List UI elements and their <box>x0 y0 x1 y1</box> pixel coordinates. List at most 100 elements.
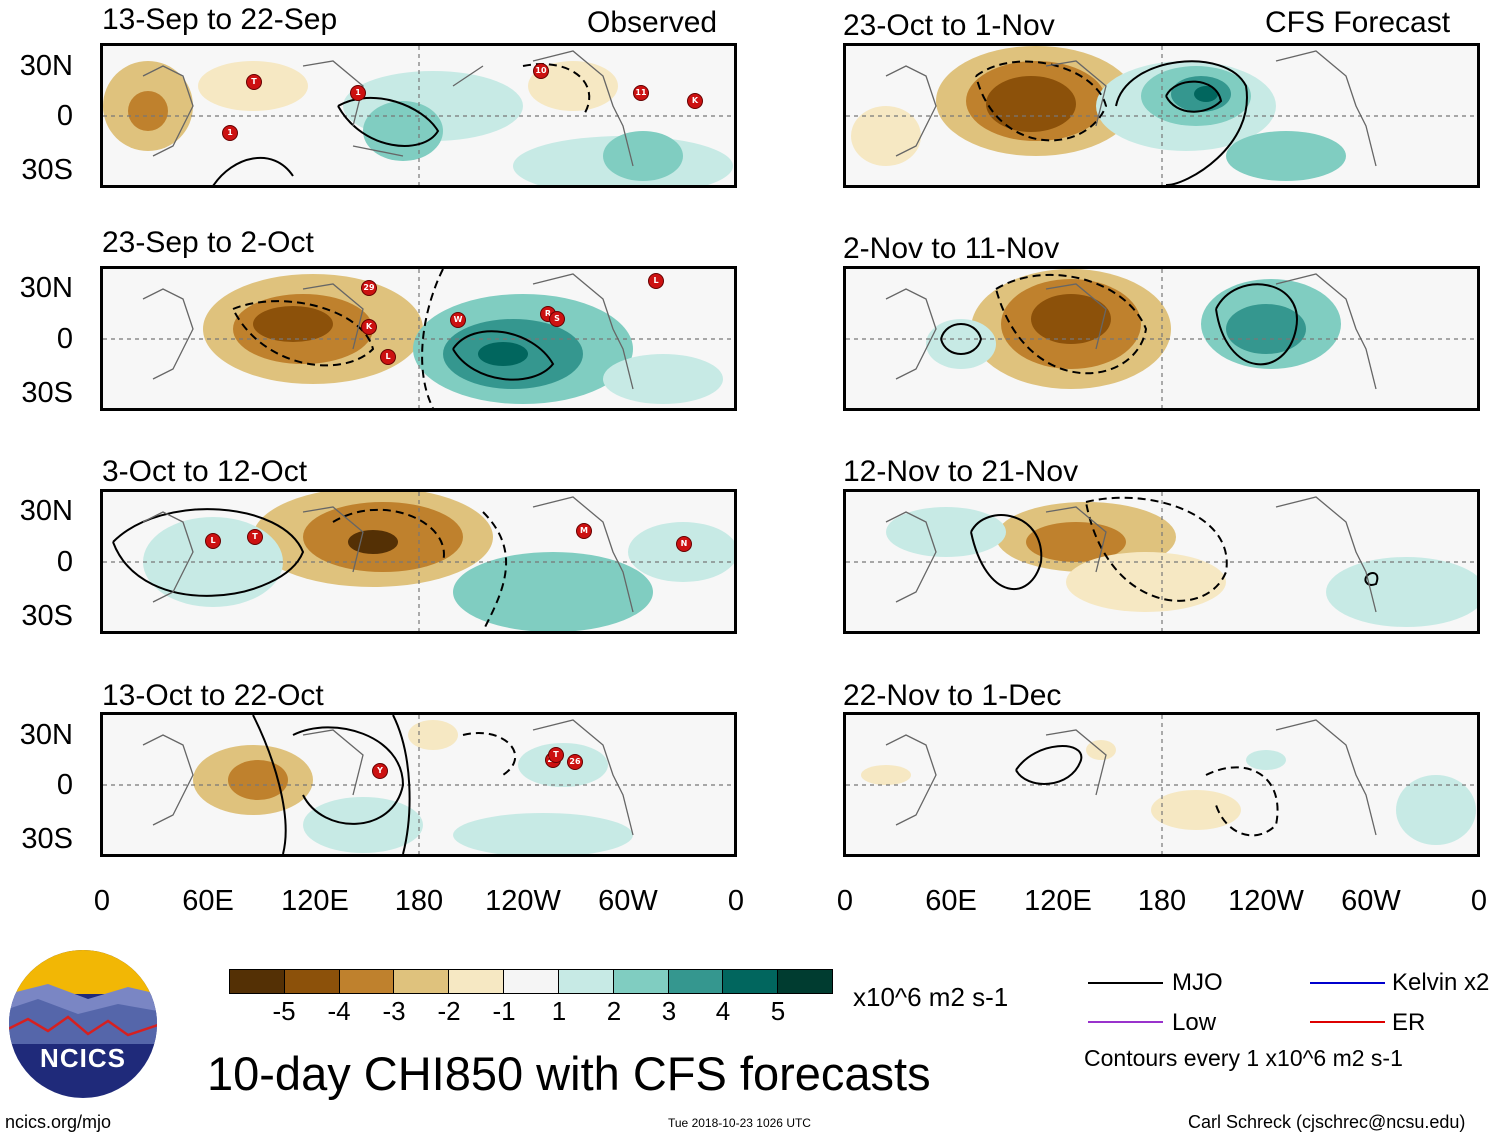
storm-marker: K <box>361 319 377 335</box>
map-plot-4 <box>103 715 734 854</box>
storm-marker: L <box>380 349 396 365</box>
lat-label-30n: 30N <box>19 272 73 304</box>
panel-title-1: 13-Sep to 22-Sep <box>102 3 338 36</box>
lon-label-120w: 120W <box>485 885 561 917</box>
legend-line-er <box>1310 1021 1385 1023</box>
panel-title-8: 22-Nov to 1-Dec <box>843 679 1062 712</box>
lat-label-eq: 0 <box>56 323 73 355</box>
map-panel-2 <box>100 266 737 411</box>
storm-marker: 1 <box>222 125 238 141</box>
lon-label-0-end: 0 <box>727 885 745 917</box>
storm-marker: S <box>549 311 565 327</box>
legend-label-mjo: MJO <box>1172 969 1223 996</box>
forecast-header: CFS Forecast <box>1265 6 1451 39</box>
colorbar-segment <box>723 970 779 993</box>
storm-marker: K <box>687 93 703 109</box>
legend-line-mjo <box>1088 982 1163 984</box>
storm-marker: L <box>648 273 664 289</box>
storm-marker: 26 <box>567 754 583 770</box>
storm-marker: 10 <box>533 63 549 79</box>
legend-label-er: ER <box>1392 1009 1426 1036</box>
map-panel-1 <box>100 43 737 188</box>
map-panel-7 <box>843 489 1480 634</box>
map-panel-8 <box>843 712 1480 857</box>
lon-label-60w: 60W <box>598 885 658 917</box>
panel-title-5: 23-Oct to 1-Nov <box>843 9 1055 42</box>
colorbar-segment <box>558 970 614 993</box>
lat-label-30s: 30S <box>21 600 73 632</box>
lon-label-60w: 60W <box>1341 885 1401 917</box>
colorbar-segment <box>504 970 559 993</box>
map-plot-5 <box>846 46 1477 185</box>
lon-label-0-end: 0 <box>1470 885 1488 917</box>
colorbar-tick: -3 <box>382 996 406 1026</box>
legend-label-kelvin: Kelvin x2 <box>1392 969 1490 996</box>
colorbar-tick: 3 <box>661 996 677 1026</box>
legend-line-low <box>1088 1021 1163 1023</box>
colorbar-tick: 4 <box>715 996 731 1026</box>
lat-label-eq: 0 <box>56 546 73 578</box>
colorbar-tick: -1 <box>492 996 516 1026</box>
storm-marker: 29 <box>361 280 377 296</box>
ncics-logo <box>9 950 157 1098</box>
logo-text: NCICS <box>40 1043 126 1073</box>
colorbar-tick: -5 <box>272 996 296 1026</box>
colorbar-tick: 5 <box>770 996 786 1026</box>
lat-label-30s: 30S <box>21 154 73 186</box>
contours-note: Contours every 1 x10^6 m2 s-1 <box>1084 1045 1403 1071</box>
colorbar-segment <box>668 970 724 993</box>
lon-label-180: 180 <box>1137 885 1187 917</box>
colorbar-tick: -2 <box>437 996 461 1026</box>
colorbar-tick: 2 <box>606 996 622 1026</box>
lat-label-30n: 30N <box>19 50 73 82</box>
storm-marker: T <box>246 74 262 90</box>
map-plot-8 <box>846 715 1477 854</box>
observed-header: Observed <box>587 6 718 39</box>
legend-label-low: Low <box>1172 1009 1217 1036</box>
panel-title-2: 23-Sep to 2-Oct <box>102 226 314 259</box>
colorbar <box>229 969 833 994</box>
lat-label-30n: 30N <box>19 495 73 527</box>
lat-label-30s: 30S <box>21 823 73 855</box>
colorbar-segment <box>613 970 669 993</box>
map-panel-3 <box>100 489 737 634</box>
panel-title-4: 13-Oct to 22-Oct <box>102 679 324 712</box>
storm-marker: W <box>450 312 466 328</box>
lon-label-60e: 60E <box>182 885 234 917</box>
colorbar-tick: 1 <box>551 996 567 1026</box>
storm-marker: 11 <box>633 85 649 101</box>
map-plot-3 <box>103 492 734 631</box>
map-plot-7 <box>846 492 1477 631</box>
lon-label-120e: 120E <box>281 885 349 917</box>
map-plot-2 <box>103 269 734 408</box>
credit: Carl Schreck (cjschrec@ncsu.edu) <box>1188 1112 1466 1132</box>
lon-label-120e: 120E <box>1024 885 1092 917</box>
map-panel-4 <box>100 712 737 857</box>
lat-label-eq: 0 <box>56 769 73 801</box>
panel-title-6: 2-Nov to 11-Nov <box>843 232 1060 265</box>
colorbar-tick: -4 <box>327 996 351 1026</box>
map-plot-1 <box>103 46 734 185</box>
site-url[interactable]: ncics.org/mjo <box>5 1112 112 1132</box>
legend-line-kelvin <box>1310 982 1385 984</box>
panel-title-3: 3-Oct to 12-Oct <box>102 455 308 488</box>
storm-marker: Y <box>372 763 388 779</box>
panel-title-7: 12-Nov to 21-Nov <box>843 455 1079 488</box>
storm-marker: T <box>548 747 564 763</box>
main-title: 10-day CHI850 with CFS forecasts <box>207 1047 931 1100</box>
map-plot-6 <box>846 269 1477 408</box>
lat-label-30n: 30N <box>19 719 73 751</box>
lon-label-120w: 120W <box>1228 885 1304 917</box>
lon-label-180: 180 <box>394 885 444 917</box>
lat-label-30s: 30S <box>21 377 73 409</box>
colorbar-segment <box>339 970 395 993</box>
storm-marker: N <box>676 536 692 552</box>
storm-marker: 1 <box>350 85 366 101</box>
lon-label-60e: 60E <box>925 885 977 917</box>
colorbar-segment <box>449 970 505 993</box>
colorbar-segment <box>778 970 832 993</box>
storm-marker: T <box>247 529 263 545</box>
lon-label-0: 0 <box>836 885 854 917</box>
timestamp: Tue 2018-10-23 1026 UTC <box>668 1116 811 1130</box>
storm-marker: L <box>205 533 221 549</box>
